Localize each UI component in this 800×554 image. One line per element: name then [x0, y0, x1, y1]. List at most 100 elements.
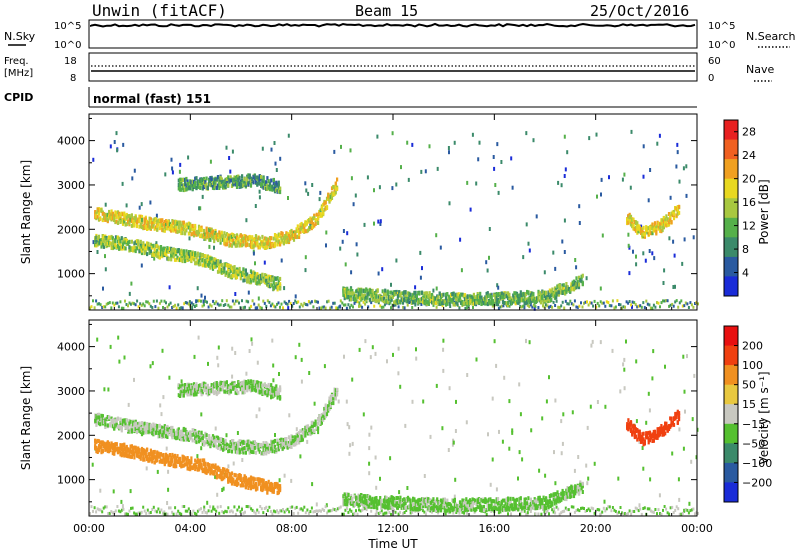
scatter-echo — [521, 457, 524, 462]
clutter-echo — [491, 304, 494, 308]
echo-band-B — [109, 212, 112, 217]
echo-band-B — [334, 190, 337, 195]
echo-band-E — [648, 231, 652, 235]
echo-band-D — [394, 291, 397, 296]
echo-band-C — [241, 178, 244, 183]
echo-band-B — [199, 233, 202, 238]
scatter-echo — [178, 169, 181, 174]
echo-band-B — [97, 421, 101, 426]
echo-band-C — [220, 182, 223, 187]
scatter-echo — [562, 412, 565, 417]
echo-band-D — [360, 291, 363, 296]
echo-band-C — [210, 182, 213, 187]
echo-band-A — [148, 452, 151, 457]
scatter-echo — [497, 190, 500, 195]
clutter-echo — [435, 305, 438, 309]
echo-band-B — [147, 221, 150, 226]
echo-band-A — [244, 485, 247, 490]
scatter-echo — [159, 403, 162, 408]
echo-band-A — [210, 263, 213, 268]
echo-band-B — [178, 429, 182, 434]
clutter-echo — [634, 506, 637, 510]
echo-band-B — [104, 425, 107, 429]
echo-band-B — [189, 436, 192, 441]
echo-band-B — [189, 226, 192, 231]
echo-band-A — [173, 252, 177, 257]
echo-band-A — [243, 479, 246, 484]
echo-band-A — [102, 234, 106, 239]
scatter-echo — [674, 284, 676, 289]
clutter-echo — [289, 505, 292, 509]
echo-band-D — [543, 290, 546, 295]
echo-band-B — [292, 233, 296, 238]
echo-band-E — [656, 220, 659, 225]
echo-band-A — [271, 486, 274, 491]
echo-band-A — [173, 458, 177, 463]
scatter-echo — [398, 490, 401, 495]
echo-band-A — [118, 236, 121, 241]
clutter-echo — [377, 301, 380, 305]
echo-band-A — [267, 486, 270, 491]
echo-band-A — [143, 448, 146, 453]
echo-band-A — [171, 250, 174, 255]
clutter-echo — [339, 299, 342, 303]
clutter-echo — [618, 510, 620, 514]
clutter-echo — [421, 509, 424, 513]
clutter-echo — [241, 299, 243, 303]
echo-band-B — [303, 223, 306, 228]
clutter-echo — [514, 508, 517, 512]
scatter-echo — [348, 451, 351, 456]
clutter-echo — [365, 508, 368, 512]
echo-band-D — [523, 295, 526, 300]
clutter-echo — [657, 508, 660, 512]
echo-band-A — [225, 270, 228, 275]
echo-band-A — [248, 280, 251, 285]
echo-band-B — [199, 438, 202, 443]
scatter-echo — [358, 347, 361, 352]
echo-band-B — [336, 187, 339, 192]
scatter-echo — [275, 168, 278, 172]
echo-band-D — [431, 293, 434, 297]
echo-band-D — [514, 301, 517, 306]
clutter-echo — [466, 511, 468, 515]
echo-band-A — [219, 259, 222, 264]
echo-band-B — [173, 227, 177, 231]
echo-band-D — [489, 301, 492, 306]
clutter-echo — [659, 305, 661, 309]
clutter-echo — [165, 301, 167, 305]
echo-band-D — [509, 296, 512, 301]
echo-band-A — [215, 259, 218, 264]
echo-band-A — [108, 449, 111, 454]
echo-band-C — [196, 179, 199, 184]
clutter-echo — [611, 299, 614, 303]
echo-band-A — [185, 461, 188, 466]
radar-title: Unwin (fitACF) — [92, 1, 227, 20]
clutter-echo — [200, 299, 202, 303]
echo-band-A — [272, 280, 275, 285]
echo-band-B — [239, 242, 242, 247]
scatter-echo — [644, 258, 647, 263]
echo-band-D — [484, 301, 487, 306]
clutter-echo — [424, 512, 427, 516]
echo-band-B — [171, 432, 174, 437]
echo-band-B — [94, 210, 97, 214]
clutter-echo — [353, 511, 356, 515]
echo-band-C — [254, 175, 258, 180]
scatter-echo — [459, 237, 462, 242]
echo-band-B — [177, 431, 180, 436]
scatter-echo — [333, 149, 336, 154]
clutter-echo — [648, 303, 651, 307]
echo-band-B — [159, 428, 163, 433]
scatter-echo — [352, 202, 355, 207]
echo-band-A — [167, 462, 170, 467]
echo-band-B — [186, 430, 189, 435]
echo-band-B — [138, 214, 141, 219]
clutter-echo — [587, 507, 590, 511]
echo-band-C — [261, 184, 264, 189]
scatter-echo — [213, 245, 215, 250]
echo-band-B — [253, 243, 256, 248]
echo-band-C — [257, 176, 260, 181]
echo-band-A — [256, 486, 259, 491]
clutter-echo — [602, 506, 605, 510]
echo-band-B — [162, 221, 165, 226]
